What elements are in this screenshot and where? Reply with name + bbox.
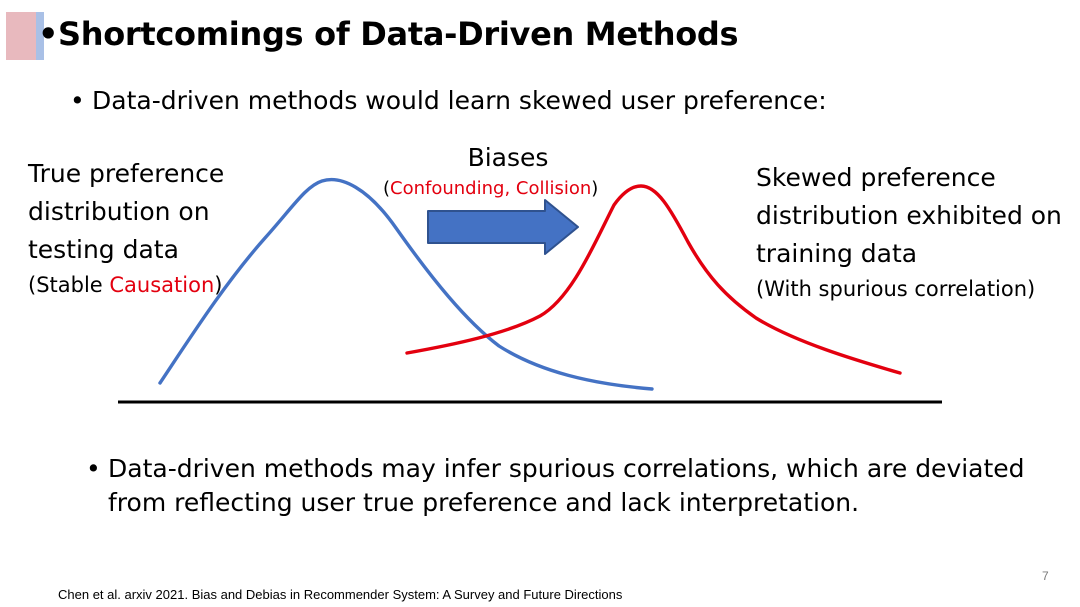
skewed-preference-line2: distribution exhibited on [756, 201, 1062, 230]
causation-highlight: Causation [109, 273, 215, 297]
biases-title: Biases [467, 143, 549, 172]
bullet-dot: • [86, 454, 101, 483]
true-preference-line1: True preference [28, 159, 225, 188]
skewed-preference-curve [405, 184, 902, 375]
true-preference-line3: testing data [28, 235, 179, 264]
title-accent-blue [36, 12, 44, 60]
page-number: 7 [1042, 569, 1049, 583]
bullet-dot: • [70, 86, 85, 115]
skewed-preference-subtitle: (With spurious correlation) [756, 277, 1036, 301]
biases-subtitle: (Confounding, Collision) [383, 177, 598, 201]
biases-sub-prefix: ( [383, 178, 391, 199]
biases-sub-suffix: ) [591, 178, 599, 199]
true-preference-sub-prefix: (Stable [28, 273, 110, 297]
slide-title: Shortcomings of Data-Driven Methods [58, 15, 739, 53]
confounding-collision-highlight: Confounding, Collision [390, 178, 592, 199]
skewed-preference-line3: training data [756, 239, 918, 268]
skewed-preference-label: Skewed preference distribution exhibited… [756, 159, 1062, 305]
skewed-preference-line1: Skewed preference [756, 163, 996, 192]
citation-footer: Chen et al. arxiv 2021. Bias and Debias … [58, 587, 623, 602]
true-preference-line2: distribution on [28, 197, 210, 226]
title-accent-bar [6, 12, 44, 60]
bullet-item-top: • Data-driven methods would learn skewed… [70, 84, 827, 118]
bias-arrow [427, 199, 579, 255]
title-bullet: • [38, 15, 59, 53]
true-preference-curve [158, 178, 654, 391]
true-preference-sub-suffix: ) [214, 273, 223, 297]
bullet-text-top: Data-driven methods would learn skewed u… [92, 86, 827, 115]
bullet-text-bottom: Data-driven methods may infer spurious c… [108, 454, 1025, 517]
title-accent-pink [6, 12, 36, 60]
bullet-item-bottom: • Data-driven methods may infer spurious… [86, 452, 1046, 520]
true-preference-label: True preference distribution on testing … [28, 155, 224, 301]
true-preference-subtitle: (Stable Causation) [28, 269, 224, 301]
